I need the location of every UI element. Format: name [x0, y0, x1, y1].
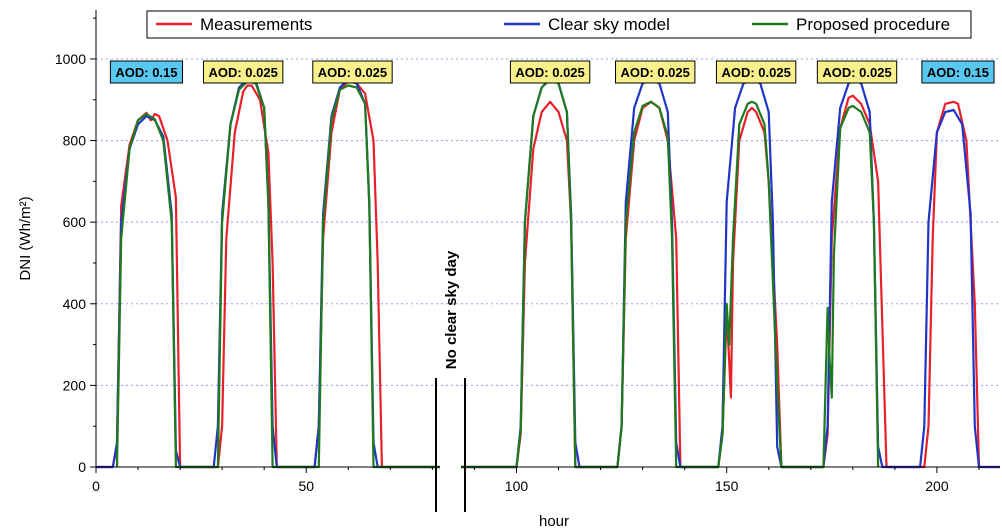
x-tick-label: 100: [505, 478, 529, 494]
aod-badge: AOD: 0.025: [202, 60, 284, 84]
aod-label: AOD: 0.025: [721, 65, 790, 80]
x-tick-label: 50: [298, 478, 314, 494]
y-tick-label: 1000: [55, 51, 86, 67]
aod-badge: AOD: 0.025: [715, 60, 797, 84]
y-tick-label: 0: [78, 459, 86, 475]
y-tick-label: 800: [63, 133, 87, 149]
aod-label: AOD: 0.025: [515, 65, 584, 80]
legend-label: Clear sky model: [548, 15, 670, 34]
series-line-measurements: [96, 80, 1000, 469]
aod-badge: AOD: 0.15: [109, 60, 184, 84]
aod-badge: AOD: 0.025: [312, 60, 393, 84]
aod-badge-box: [921, 60, 995, 84]
aod-badge-box: [715, 60, 797, 84]
aod-label: AOD: 0.025: [318, 65, 387, 80]
no-clear-sky-label: No clear sky day: [443, 250, 460, 369]
legend-label: Measurements: [200, 15, 312, 34]
aod-badge: AOD: 0.025: [816, 60, 898, 84]
series-line-clear-sky-model: [96, 78, 1000, 469]
aod-label: AOD: 0.025: [822, 65, 891, 80]
gridlines: [96, 58, 1000, 386]
aod-badge-box: [816, 60, 898, 84]
aod-badge: AOD: 0.025: [509, 60, 591, 84]
aod-label: AOD: 0.025: [208, 65, 277, 80]
legend-label: Proposed procedure: [796, 15, 950, 34]
aod-label: AOD: 0.025: [621, 65, 690, 80]
x-axis-label: hour: [539, 513, 569, 530]
aod-label: AOD: 0.15: [927, 65, 989, 80]
legend-box: [146, 10, 972, 39]
aod-badge-box: [509, 60, 591, 84]
y-tick-label: 400: [63, 296, 87, 312]
x-tick-label: 0: [92, 478, 100, 494]
y-tick-label: 600: [63, 214, 87, 230]
tick-labels: 0 200 400 600 800 1000 0 50 100 150 200: [55, 51, 949, 494]
x-tick-label: 200: [925, 478, 949, 494]
aod-badge-box: [109, 60, 184, 84]
axis-break-marks: [435, 378, 466, 512]
aod-badge: AOD: 0.15: [921, 60, 995, 84]
aod-badge: AOD: 0.025: [615, 60, 696, 84]
aod-badge-box: [615, 60, 696, 84]
y-axis-label: DNI (Wh/m²): [17, 196, 34, 280]
aod-label: AOD: 0.15: [115, 65, 177, 80]
aod-annotations: AOD: 0.15 AOD: 0.025 AOD: 0.025 AOD: 0.025 A…: [109, 60, 995, 84]
break-gap: [440, 465, 461, 471]
aod-badge-box: [202, 60, 284, 84]
x-tick-label: 150: [715, 478, 739, 494]
series-layer: [96, 77, 1000, 469]
axes: [90, 10, 1000, 473]
y-tick-label: 200: [63, 377, 87, 393]
legend: Measurements Clear sky model Proposed proc…: [146, 10, 972, 39]
aod-badge-box: [312, 60, 393, 84]
